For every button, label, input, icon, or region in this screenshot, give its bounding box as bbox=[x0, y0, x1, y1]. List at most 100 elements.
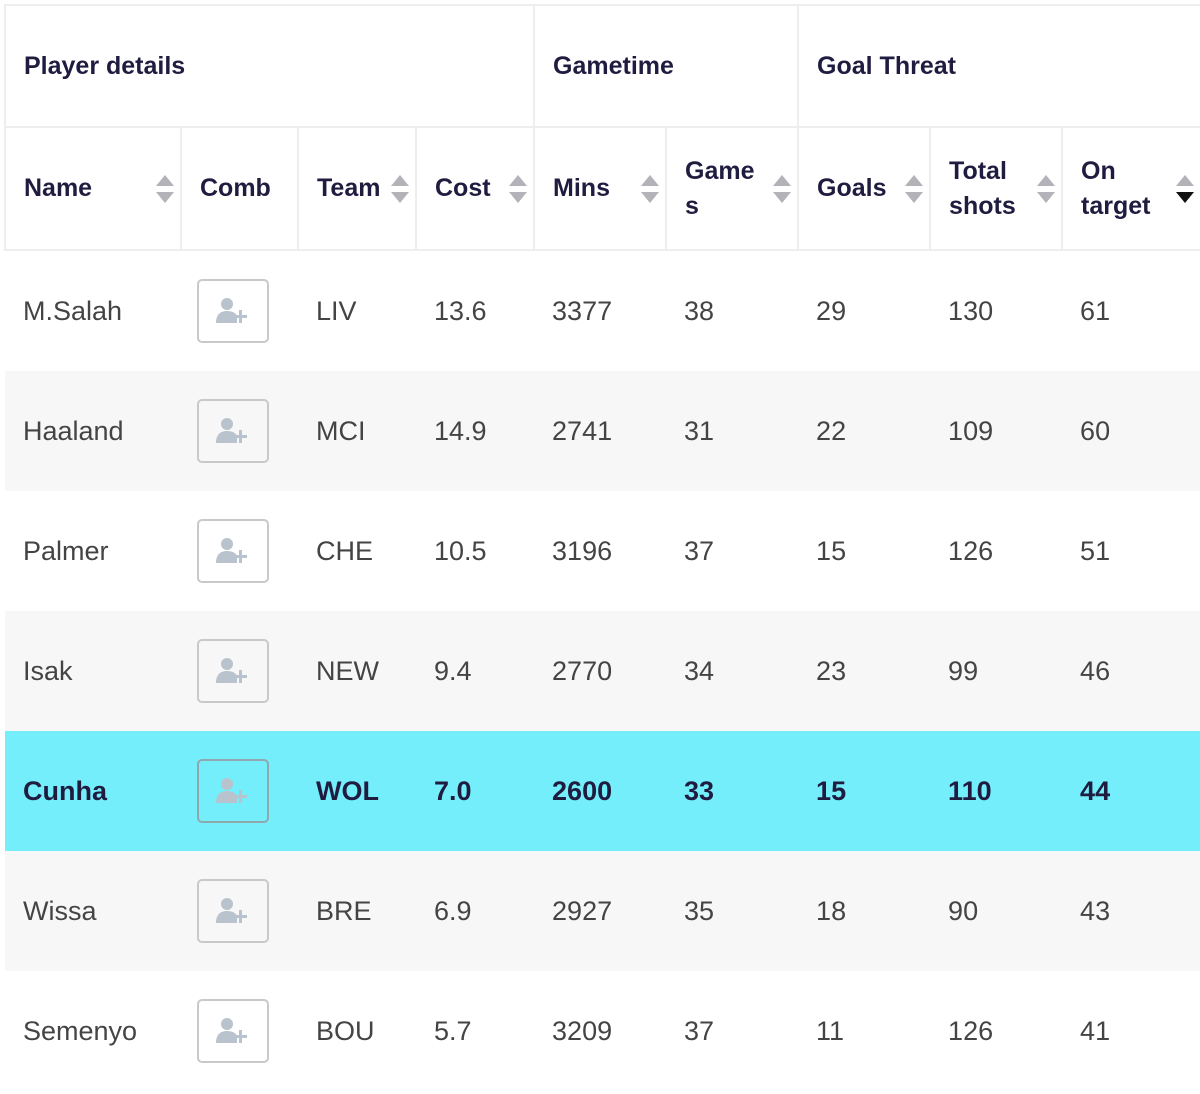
mins-cell: 3377 bbox=[552, 295, 613, 326]
column-header-total-shots[interactable]: Total shots bbox=[929, 126, 1064, 251]
cost-cell: 5.7 bbox=[434, 1015, 472, 1046]
comb-cell bbox=[181, 851, 298, 971]
group-header-gametime: Gametime bbox=[533, 4, 800, 128]
goals-cell: 29 bbox=[816, 295, 847, 326]
total-shots-cell: 130 bbox=[948, 295, 994, 326]
goals-cell: 11 bbox=[816, 1015, 845, 1046]
on-target-cell: 41 bbox=[1080, 1015, 1111, 1046]
cost-cell: 10.5 bbox=[434, 535, 487, 566]
team-cell: BOU bbox=[316, 1015, 375, 1046]
on-target-cell: 60 bbox=[1062, 371, 1200, 491]
column-header-on-target-label: On target bbox=[1081, 156, 1151, 220]
sort-arrows-icon[interactable] bbox=[773, 174, 792, 203]
sort-arrows-icon[interactable] bbox=[391, 174, 409, 203]
total-shots-cell: 109 bbox=[930, 371, 1063, 491]
on-target-cell: 61 bbox=[1080, 295, 1111, 326]
games-cell: 31 bbox=[666, 371, 799, 491]
column-header-comb: Comb bbox=[180, 126, 299, 251]
column-header-team[interactable]: Team bbox=[297, 126, 417, 251]
player-name[interactable]: M.Salah bbox=[23, 295, 123, 326]
games-cell: 38 bbox=[684, 295, 715, 326]
column-header-total-shots-label: Total shots bbox=[949, 156, 1016, 220]
group-header-player-details: Player details bbox=[4, 4, 536, 128]
column-header-name[interactable]: Name bbox=[4, 126, 182, 251]
player-name[interactable]: Wissa bbox=[5, 851, 181, 971]
team-cell: WOL bbox=[298, 731, 416, 851]
games-cell: 37 bbox=[684, 1015, 715, 1046]
add-to-comb-button[interactable] bbox=[197, 639, 269, 703]
mins-cell: 2770 bbox=[534, 611, 667, 731]
add-to-comb-button[interactable] bbox=[197, 759, 269, 823]
total-shots-cell: 90 bbox=[930, 851, 1063, 971]
cost-cell: 7.0 bbox=[416, 731, 535, 851]
column-header-on-target[interactable]: On target bbox=[1061, 126, 1200, 251]
team-cell: NEW bbox=[298, 611, 416, 731]
table-row: Cunha WOL 7.0 2600 33 15 110 44 bbox=[5, 731, 1200, 851]
add-to-comb-button[interactable] bbox=[197, 519, 269, 583]
on-target-cell: 44 bbox=[1062, 731, 1200, 851]
team-cell: LIV bbox=[316, 295, 357, 326]
add-user-icon bbox=[216, 418, 247, 443]
team-cell: CHE bbox=[316, 535, 374, 566]
sort-arrows-icon[interactable] bbox=[509, 174, 528, 203]
column-header-name-label: Name bbox=[24, 174, 93, 202]
games-cell: 35 bbox=[666, 851, 799, 971]
table-row: M.Salah LIV 13.6 3377 38 29 130 61 bbox=[5, 250, 1200, 371]
comb-cell bbox=[181, 250, 298, 371]
player-name[interactable]: Haaland bbox=[5, 371, 181, 491]
mins-cell: 2600 bbox=[534, 731, 667, 851]
sort-arrows-icon[interactable] bbox=[1037, 174, 1056, 203]
column-header-mins[interactable]: Mins bbox=[533, 126, 668, 251]
header-group-row: Player details Gametime Goal Threat bbox=[4, 4, 1200, 128]
column-header-games-label: Games bbox=[685, 156, 755, 220]
total-shots-cell: 126 bbox=[948, 535, 994, 566]
player-name[interactable]: Palmer bbox=[23, 535, 109, 566]
cost-cell: 6.9 bbox=[416, 851, 535, 971]
goals-cell: 18 bbox=[798, 851, 931, 971]
table-row: Semenyo BOU 5.7 3209 37 11 126 41 bbox=[5, 971, 1200, 1091]
table-row: Palmer CHE 10.5 3196 37 15 126 51 bbox=[5, 491, 1200, 611]
goals-cell: 15 bbox=[798, 731, 931, 851]
sort-arrows-icon[interactable] bbox=[905, 174, 924, 203]
add-to-comb-button[interactable] bbox=[197, 399, 269, 463]
table-row: Haaland MCI 14.9 2741 31 22 109 60 bbox=[5, 371, 1200, 491]
comb-cell bbox=[181, 971, 298, 1091]
table-body: M.Salah LIV 13.6 3377 38 29 130 61 Haala… bbox=[5, 250, 1200, 1091]
column-header-cost-label: Cost bbox=[435, 174, 491, 202]
table-header: Player details Gametime Goal Threat Name… bbox=[4, 4, 1200, 251]
add-to-comb-button[interactable] bbox=[197, 879, 269, 943]
on-target-cell: 51 bbox=[1080, 535, 1111, 566]
sort-arrows-icon[interactable] bbox=[156, 174, 174, 203]
column-header-mins-label: Mins bbox=[553, 174, 610, 202]
column-header-team-label: Team bbox=[317, 174, 381, 202]
team-cell: BRE bbox=[298, 851, 416, 971]
add-to-comb-button[interactable] bbox=[197, 279, 269, 343]
sort-arrows-icon[interactable] bbox=[641, 174, 660, 203]
games-cell: 34 bbox=[666, 611, 799, 731]
goals-cell: 22 bbox=[798, 371, 931, 491]
column-header-goals[interactable]: Goals bbox=[797, 126, 932, 251]
column-header-cost[interactable]: Cost bbox=[414, 126, 536, 251]
on-target-cell: 43 bbox=[1062, 851, 1200, 971]
add-user-icon bbox=[216, 1018, 247, 1043]
column-header-games[interactable]: Games bbox=[665, 126, 800, 251]
comb-cell bbox=[181, 491, 298, 611]
add-to-comb-button[interactable] bbox=[197, 999, 269, 1063]
header-column-row: Name Comb Team Cost Mins bbox=[4, 126, 1200, 251]
total-shots-cell: 99 bbox=[930, 611, 1063, 731]
player-name[interactable]: Isak bbox=[5, 611, 181, 731]
table-row: Isak NEW 9.4 2770 34 23 99 46 bbox=[5, 611, 1200, 731]
mins-cell: 3196 bbox=[552, 535, 613, 566]
add-user-icon bbox=[216, 298, 247, 323]
player-name[interactable]: Cunha bbox=[5, 731, 181, 851]
table-row: Wissa BRE 6.9 2927 35 18 90 43 bbox=[5, 851, 1200, 971]
add-user-icon bbox=[216, 778, 247, 803]
sort-desc-icon[interactable] bbox=[1176, 174, 1195, 203]
team-cell: MCI bbox=[298, 371, 416, 491]
player-name[interactable]: Semenyo bbox=[23, 1015, 138, 1046]
on-target-cell: 46 bbox=[1062, 611, 1200, 731]
mins-cell: 2927 bbox=[534, 851, 667, 971]
cost-cell: 9.4 bbox=[416, 611, 535, 731]
cost-cell: 13.6 bbox=[434, 295, 487, 326]
total-shots-cell: 110 bbox=[930, 731, 1063, 851]
